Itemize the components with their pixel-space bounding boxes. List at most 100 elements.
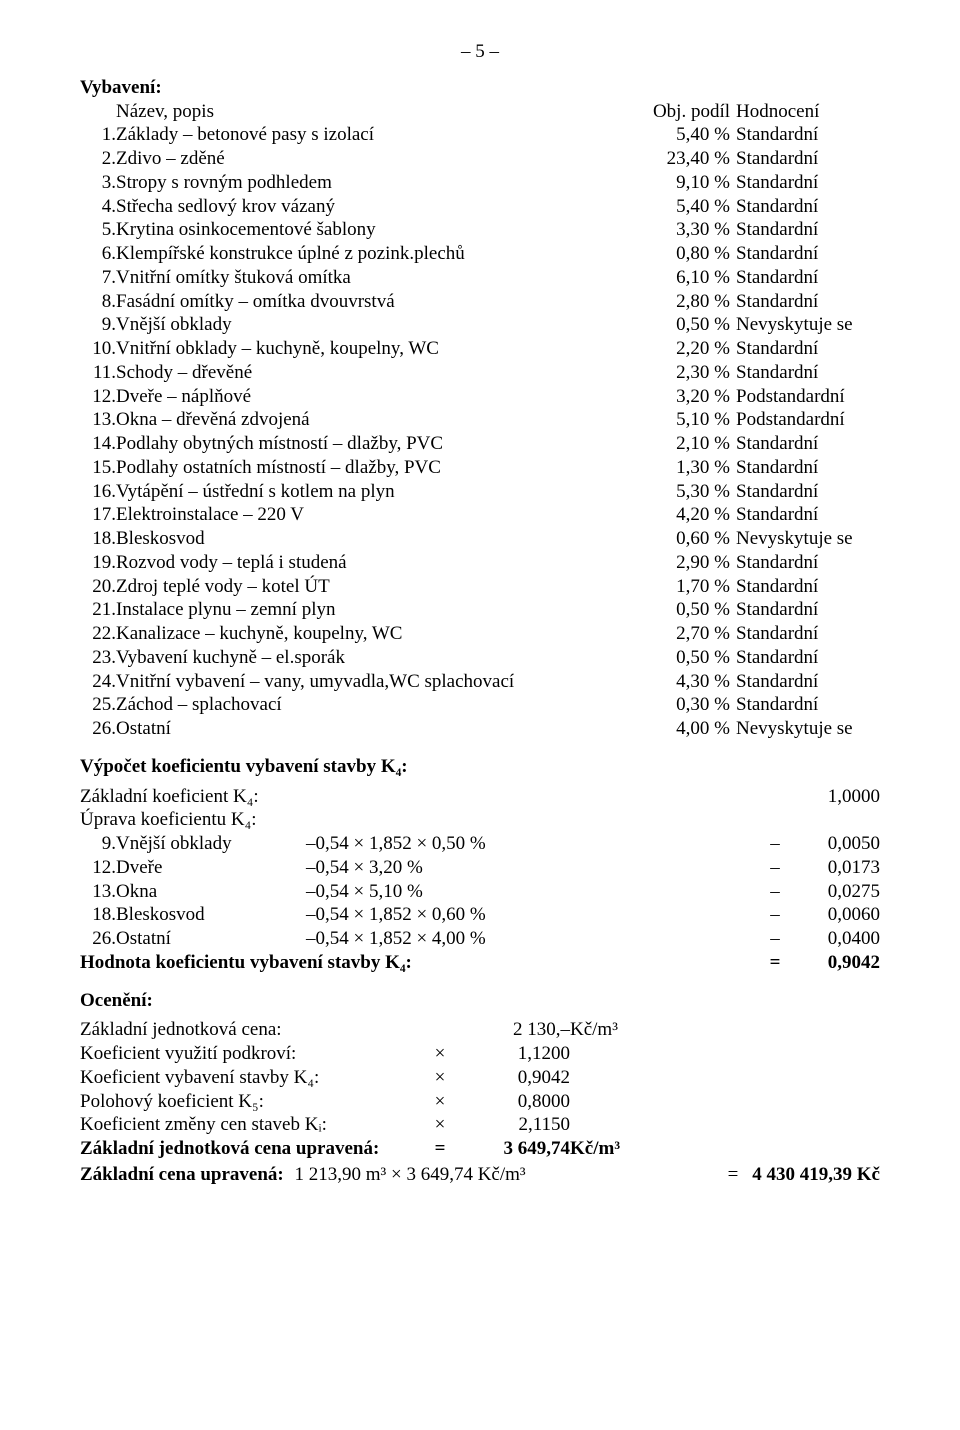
table-row: 10.Vnitřní obklady – kuchyně, koupelny, …: [80, 337, 880, 361]
item-eval: Standardní: [730, 361, 880, 385]
k4-row-name: Ostatní: [116, 927, 306, 951]
ocen-row: Koeficient vybavení stavby K₄:×0,9042: [80, 1066, 880, 1090]
ocen-row: Základní jednotková cena upravená:=3 649…: [80, 1137, 880, 1161]
k4-row-name: Bleskosvod: [116, 903, 306, 927]
item-eval: Standardní: [730, 551, 880, 575]
item-name: Vytápění – ústřední s kotlem na plyn: [116, 480, 630, 504]
ocen-section: Ocenění: Základní jednotková cena:2 130,…: [80, 989, 880, 1187]
table-row: 12.Dveře – náplňové3,20 %Podstandardní: [80, 385, 880, 409]
table-row: 23.Vybavení kuchyně – el.sporák0,50 %Sta…: [80, 646, 880, 670]
table-row: 2.Zdivo – zděné23,40 %Standardní: [80, 147, 880, 171]
item-eval: Standardní: [730, 432, 880, 456]
table-row: 4.Střecha sedlový krov vázaný5,40 %Stand…: [80, 195, 880, 219]
ocen-row: Polohový koeficient K₅:×0,8000: [80, 1090, 880, 1114]
ocen-row-unit: [570, 1090, 640, 1114]
table-row: 26.Ostatní4,00 %Nevyskytuje se: [80, 717, 880, 741]
table-row: 16.Vytápění – ústřední s kotlem na plyn5…: [80, 480, 880, 504]
k4-result-value: 0,9042: [790, 951, 880, 975]
item-name: Střecha sedlový krov vázaný: [116, 195, 630, 219]
item-name: Schody – dřevěné: [116, 361, 630, 385]
item-pct: 6,10 %: [630, 266, 730, 290]
table-row: 18.Bleskosvod0,60 %Nevyskytuje se: [80, 527, 880, 551]
ocen-row-val: 0,8000: [460, 1090, 570, 1114]
k4-row-num: 18.: [80, 903, 116, 927]
ocen-row-label: Koeficient vybavení stavby K₄:: [80, 1066, 420, 1090]
table-row: 14.Podlahy obytných místností – dlažby, …: [80, 432, 880, 456]
item-number: 20.: [80, 575, 116, 599]
k4-row-name: Okna: [116, 880, 306, 904]
item-number: 21.: [80, 598, 116, 622]
item-name: Ostatní: [116, 717, 630, 741]
table-row: 20.Zdroj teplé vody – kotel ÚT1,70 %Stan…: [80, 575, 880, 599]
item-name: Elektroinstalace – 220 V: [116, 503, 630, 527]
table-row: 8.Fasádní omítky – omítka dvouvrstvá2,80…: [80, 290, 880, 314]
item-pct: 9,10 %: [630, 171, 730, 195]
k4-row-eq: –: [760, 856, 790, 880]
ocen-row-label: Koeficient změny cen staveb Kᵢ:: [80, 1113, 420, 1137]
item-number: 24.: [80, 670, 116, 694]
section-title-vybaveni: Vybavení:: [80, 76, 880, 100]
item-number: 13.: [80, 408, 116, 432]
k4-row: 12.Dveře–0,54 × 3,20 %–0,0173: [80, 856, 880, 880]
item-eval: Standardní: [730, 266, 880, 290]
header-obj-podil: Obj. podíl: [630, 100, 730, 124]
page-number: – 5 –: [80, 40, 880, 64]
item-pct: 2,80 %: [630, 290, 730, 314]
item-eval: Nevyskytuje se: [730, 717, 880, 741]
k4-row: 13.Okna–0,54 × 5,10 %–0,0275: [80, 880, 880, 904]
k4-adjust-label: Úprava koeficientu K₄:: [80, 808, 880, 832]
item-name: Kanalizace – kuchyně, koupelny, WC: [116, 622, 630, 646]
k4-result-row: Hodnota koeficientu vybavení stavby K₄: …: [80, 951, 880, 975]
item-name: Okna – dřevěná zdvojená: [116, 408, 630, 432]
item-pct: 23,40 %: [630, 147, 730, 171]
item-eval: Podstandardní: [730, 408, 880, 432]
item-number: 16.: [80, 480, 116, 504]
k4-row-expr: –0,54 × 1,852 × 4,00 %: [306, 927, 760, 951]
item-eval: Standardní: [730, 503, 880, 527]
item-pct: 4,30 %: [630, 670, 730, 694]
item-number: 23.: [80, 646, 116, 670]
k4-row-name: Vnější obklady: [116, 832, 306, 856]
item-number: 19.: [80, 551, 116, 575]
item-name: Klempířské konstrukce úplné z pozink.ple…: [116, 242, 630, 266]
k4-basic-value: 1,0000: [680, 785, 880, 809]
header-hodnoceni: Hodnocení: [730, 100, 880, 124]
k4-row-num: 13.: [80, 880, 116, 904]
table-row: 19.Rozvod vody – teplá i studená2,90 %St…: [80, 551, 880, 575]
ocen-row-label: Základní jednotková cena upravená:: [80, 1137, 420, 1161]
k4-row-val: 0,0050: [790, 832, 880, 856]
item-eval: Standardní: [730, 598, 880, 622]
item-pct: 0,30 %: [630, 693, 730, 717]
ocen-final-eq: =: [728, 1163, 753, 1187]
item-eval: Standardní: [730, 456, 880, 480]
item-eval: Standardní: [730, 242, 880, 266]
ocen-row-val: 1,1200: [460, 1042, 570, 1066]
item-number: 15.: [80, 456, 116, 480]
ocen-row-unit: [570, 1113, 640, 1137]
item-name: Instalace plynu – zemní plyn: [116, 598, 630, 622]
item-eval: Standardní: [730, 670, 880, 694]
item-eval: Standardní: [730, 218, 880, 242]
item-pct: 2,70 %: [630, 622, 730, 646]
item-number: 9.: [80, 313, 116, 337]
item-pct: 1,70 %: [630, 575, 730, 599]
item-name: Zdivo – zděné: [116, 147, 630, 171]
ocen-row-op: ×: [420, 1042, 460, 1066]
item-name: Bleskosvod: [116, 527, 630, 551]
item-eval: Podstandardní: [730, 385, 880, 409]
ocen-final-expr: 1 213,90 m³ × 3 649,74 Kč/m³: [289, 1164, 526, 1185]
item-number: 10.: [80, 337, 116, 361]
k4-result-eq: =: [760, 951, 790, 975]
item-name: Stropy s rovným podhledem: [116, 171, 630, 195]
table-row: 1.Základy – betonové pasy s izolací5,40 …: [80, 123, 880, 147]
item-name: Vnější obklady: [116, 313, 630, 337]
item-number: 25.: [80, 693, 116, 717]
item-eval: Nevyskytuje se: [730, 527, 880, 551]
item-pct: 0,60 %: [630, 527, 730, 551]
item-eval: Standardní: [730, 290, 880, 314]
ocen-title: Ocenění:: [80, 989, 880, 1013]
k4-row-val: 0,0173: [790, 856, 880, 880]
ocen-row-unit: [570, 1042, 640, 1066]
item-pct: 1,30 %: [630, 456, 730, 480]
item-pct: 2,20 %: [630, 337, 730, 361]
